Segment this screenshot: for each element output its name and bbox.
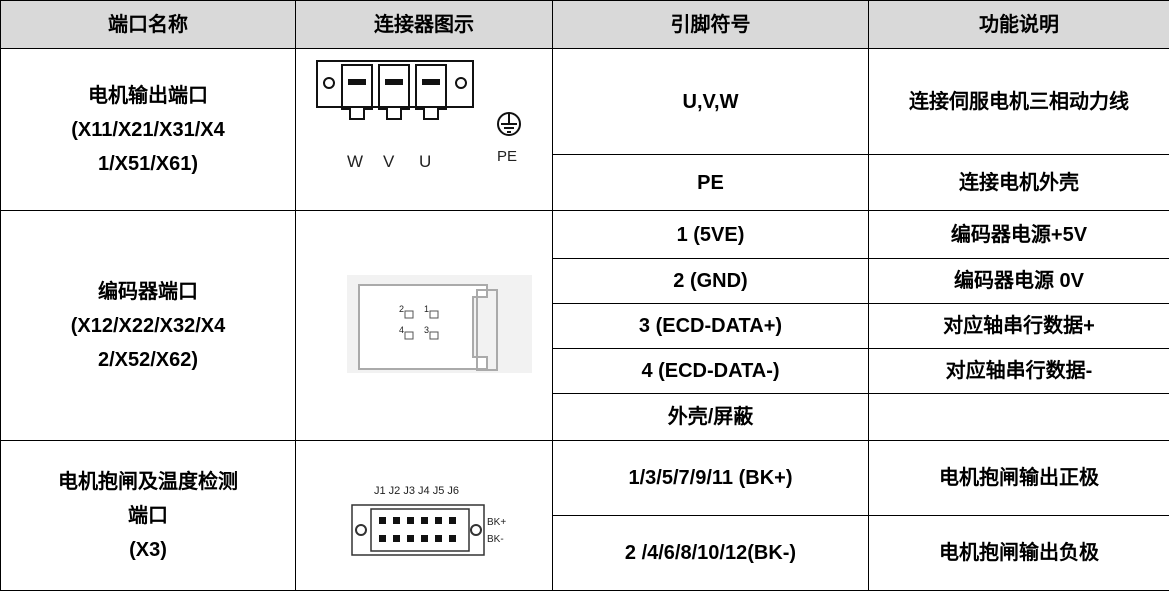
pin-label: V	[383, 152, 395, 171]
pin-label: BK+	[487, 517, 506, 528]
page: 端口名称 连接器图示 引脚符号 功能说明 电机输出端口(X11/X21/X31/…	[0, 0, 1169, 576]
port-line: (X3)	[7, 533, 289, 567]
port-line: 编码器端口	[7, 275, 289, 309]
figure-cell: 2 1 4 3	[296, 211, 553, 441]
port-cell: 电机抱闸及温度检测端口(X3)	[1, 441, 296, 591]
figure-cell: J1 J2 J3 J4 J5 J6 BK+ BK-	[296, 441, 553, 591]
port-line: (X12/X22/X32/X4	[7, 309, 289, 343]
pin-cell: 2 /4/6/8/10/12(BK-)	[553, 516, 869, 591]
pin-cell: 2 (GND)	[553, 259, 869, 304]
function-cell: 电机抱闸输出负极	[869, 516, 1169, 591]
function-cell: 连接伺服电机三相动力线	[869, 49, 1169, 155]
pin-cell: PE	[553, 155, 869, 211]
pin-label: BK-	[487, 534, 504, 545]
pin-label: 2	[399, 304, 404, 314]
function-cell: 编码器电源 0V	[869, 259, 1169, 304]
pin-cell: U,V,W	[553, 49, 869, 155]
port-line: 端口	[7, 499, 289, 533]
figure-cell: W V U PE	[296, 49, 553, 211]
pin-label: PE	[497, 148, 517, 165]
function-cell: 连接电机外壳	[869, 155, 1169, 211]
port-line: 电机抱闸及温度检测	[7, 465, 289, 499]
function-cell: 对应轴串行数据+	[869, 304, 1169, 349]
pin-label: J1 J2 J3 J4 J5 J6	[374, 485, 459, 497]
encoder-connector: 2 1 4 3	[297, 260, 552, 380]
port-line: 1/X51/X61)	[7, 147, 289, 181]
port-line: 2/X52/X62)	[7, 343, 289, 377]
header-cell: 引脚符号	[553, 1, 869, 49]
header-cell: 端口名称	[1, 1, 296, 49]
brake-connector: J1 J2 J3 J4 J5 J6 BK+ BK-	[297, 441, 552, 579]
pin-label: U	[419, 152, 431, 171]
pin-label: 1	[424, 304, 429, 314]
power-connector: W V U PE	[297, 49, 552, 199]
pin-cell: 4 (ECD-DATA-)	[553, 349, 869, 394]
pin-cell: 1/3/5/7/9/11 (BK+)	[553, 441, 869, 516]
function-cell	[869, 394, 1169, 441]
function-cell: 编码器电源+5V	[869, 211, 1169, 259]
header-cell: 功能说明	[869, 1, 1169, 49]
pin-label: 4	[399, 325, 404, 335]
pin-label: 3	[424, 325, 429, 335]
port-line: (X11/X21/X31/X4	[7, 113, 289, 147]
pin-cell: 3 (ECD-DATA+)	[553, 304, 869, 349]
port-line: 电机输出端口	[7, 79, 289, 113]
function-cell: 对应轴串行数据-	[869, 349, 1169, 394]
pin-cell: 外壳/屏蔽	[553, 394, 869, 441]
pin-cell: 1 (5VE)	[553, 211, 869, 259]
pin-label: W	[347, 152, 363, 171]
header-cell: 连接器图示	[296, 1, 553, 49]
function-cell: 电机抱闸输出正极	[869, 441, 1169, 516]
